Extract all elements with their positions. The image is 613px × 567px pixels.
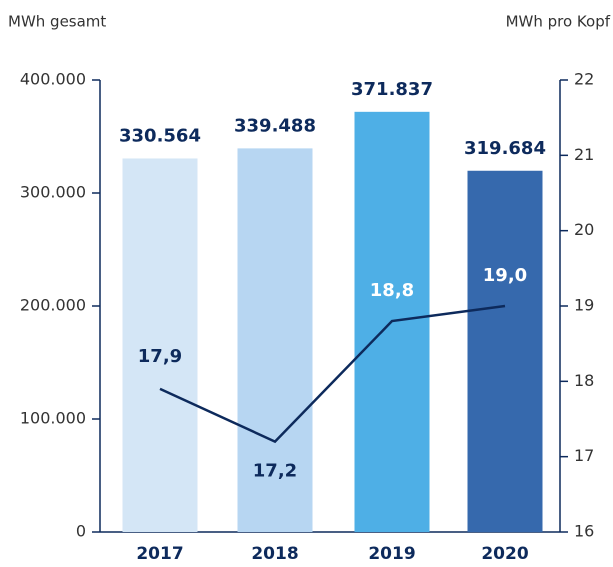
y2-tick-label: 17	[574, 446, 594, 465]
y2-tick-label: 21	[574, 145, 594, 164]
bar-value-label: 330.564	[119, 125, 201, 146]
y-tick-label: 400.000	[20, 70, 86, 89]
y-tick-label: 0	[76, 522, 86, 541]
bar-value-label: 371.837	[351, 79, 433, 100]
line	[159, 304, 506, 444]
y2-tick-label: 18	[574, 371, 594, 390]
line-value-label: 17,2	[253, 461, 297, 482]
x-tick-label: 2020	[481, 544, 528, 564]
bar	[467, 170, 543, 532]
bar-value-label: 339.488	[234, 115, 316, 136]
y2-tick-label: 19	[574, 296, 594, 315]
x-tick-label: 2017	[136, 544, 183, 564]
bar-value-label: 319.684	[464, 138, 546, 159]
y2-axis-title: MWh pro Kopf	[506, 13, 611, 31]
line-value-label: 18,8	[370, 280, 414, 301]
y-tick-label: 100.000	[20, 409, 86, 428]
y2-tick-label: 22	[574, 70, 594, 89]
y-tick-label: 200.000	[20, 296, 86, 315]
y-axis-title: MWh gesamt	[8, 13, 106, 31]
line-value-label: 19,0	[483, 265, 527, 286]
y2-tick-label: 20	[574, 220, 594, 239]
y2-tick-label: 16	[574, 522, 594, 541]
bar	[122, 158, 198, 532]
y-tick-label: 300.000	[20, 183, 86, 202]
x-tick-label: 2019	[368, 544, 415, 564]
x-tick-label: 2018	[251, 544, 298, 564]
bar	[237, 148, 313, 533]
line-value-label: 17,9	[138, 346, 182, 367]
